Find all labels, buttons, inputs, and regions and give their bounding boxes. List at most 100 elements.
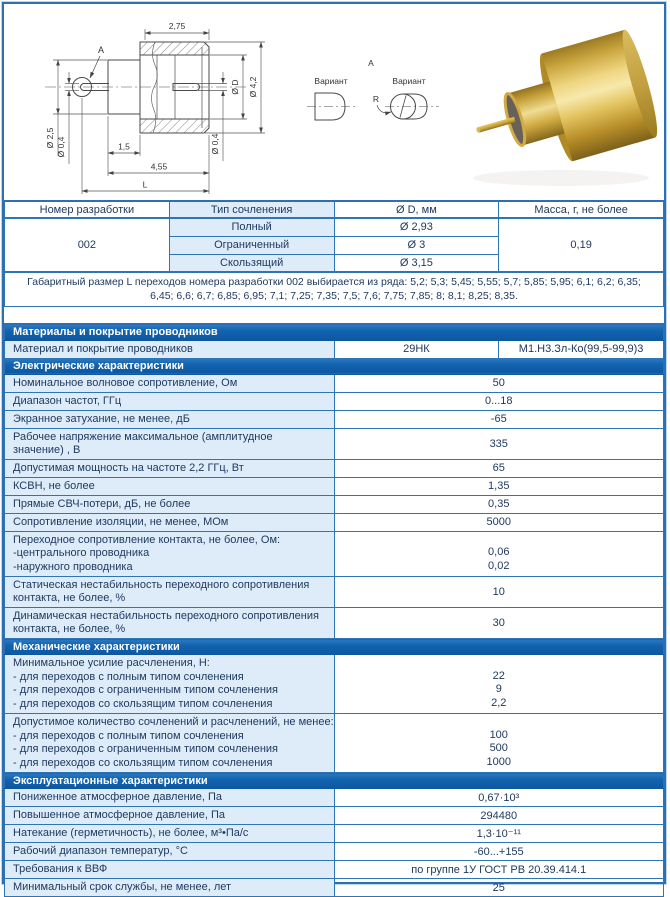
table-note-row: Габаритный размер L переходов номера раз…	[4, 271, 664, 307]
section-title: Материалы и покрытие проводников	[4, 323, 664, 341]
spec-value-cell: 29НК	[333, 339, 500, 359]
spec-line: 0,02	[488, 559, 510, 572]
spec-line: - для переходов с ограниченным типом соч…	[13, 684, 278, 696]
spec-value-cell: 1,3·10⁻¹¹	[333, 824, 664, 843]
main-section-view: A	[45, 41, 247, 134]
spec-label-cell: Материал и покрытие проводников	[4, 339, 335, 359]
spec-line: 100	[489, 728, 508, 741]
spec-label-cell: Переходное сопротивление контакта, не бо…	[4, 530, 335, 577]
spec-row: Минимальное усилие расчленения, Н: - для …	[4, 654, 664, 714]
spec-row: КСВН, не более 1,35	[4, 476, 664, 496]
spec-value-cell: 5000	[333, 512, 664, 532]
spec-line: Переходное сопротивление контакта, не бо…	[13, 533, 281, 546]
spec-section-row: Эксплуатационные характеристики	[4, 772, 664, 789]
dev-number-cell: 002	[4, 217, 170, 273]
spec-section-row: Электрические характеристики	[4, 357, 664, 375]
spec-table-body: Материалы и покрытие проводников Материал…	[4, 323, 664, 897]
spec-label-cell: Повышенное атмосферное давление, Па	[4, 806, 335, 825]
length-series-note: Габаритный размер L переходов номера раз…	[4, 271, 664, 307]
spec-value-cell: 1,35	[333, 476, 664, 496]
spec-row: Динамическая нестабильность переходного …	[4, 607, 664, 639]
spec-label-cell: Рабочее напряжение максимальное (амплиту…	[4, 427, 335, 460]
spec-value-cell: 0...18	[333, 391, 664, 411]
spec-row: Рабочее напряжение максимальное (амплиту…	[4, 427, 664, 460]
spec-label-cell: Пониженное атмосферное давление, Па	[4, 788, 335, 807]
technical-drawing: A 2,75	[45, 21, 658, 194]
spec-row: Требования к ВВФ по группе 1У ГОСТ РВ 20.…	[4, 860, 664, 879]
spec-value-cell: 22 9 2,2	[333, 654, 664, 714]
spec-line: 0,06	[488, 546, 510, 558]
spec-line: - для переходов со скользящим типом сочл…	[13, 756, 273, 769]
spec-row: Допустимая мощность на частоте 2,2 ГГц, …	[4, 458, 664, 478]
spec-line	[341, 715, 658, 729]
spec-table: Материалы и покрытие проводников Материал…	[4, 323, 664, 897]
table-row: Скользящий Ø 3,15	[5, 253, 664, 273]
dim-pin-diameter-left: Ø 0,4	[56, 136, 66, 157]
dimensions: 2,75 Ø D Ø 4,2 Ø 2,5 Ø 0,4	[45, 21, 265, 194]
spec-label-cell: Допустимое количество сочленений и расчл…	[4, 713, 335, 773]
spec-label-cell: Рабочий диапазон температур, °С	[4, 842, 335, 861]
dim-outer-diameter: Ø 4,2	[248, 76, 258, 97]
spec-line: -наружного проводника	[13, 560, 133, 573]
spec-line	[341, 656, 658, 670]
spec-line	[341, 533, 658, 547]
mass-cell: 0,19	[498, 217, 664, 273]
view-a-title: A	[368, 58, 374, 68]
spec-value-cell: по группе 1У ГОСТ РВ 20.39.414.1	[333, 860, 664, 879]
spec-row: Повышенное атмосферное давление, Па 29448…	[4, 806, 664, 825]
spec-label-cell: Допустимая мощность на частоте 2,2 ГГц, …	[4, 458, 335, 478]
spec-value-cell: 0,06 0,02	[333, 530, 664, 577]
dim-front-width: 2,75	[169, 21, 186, 31]
spec-row: Сопротивление изоляции, не менее, МОм 500…	[4, 512, 664, 532]
variant-1-label: Вариант	[314, 76, 347, 86]
spec-value-cell: 100 500 1000	[333, 713, 664, 773]
spec-row: Переходное сопротивление контакта, не бо…	[4, 530, 664, 577]
variant-2-label: Вариант	[392, 76, 425, 86]
spec-row: Материал и покрытие проводников 29НК М1.Н3…	[4, 339, 664, 359]
spec-label-cell: КСВН, не более	[4, 476, 335, 496]
spec-row: Номинальное волновое сопротивление, Ом 50	[4, 373, 664, 393]
spec-value-cell: 335	[333, 427, 664, 460]
diameter-cell: Ø 3,15	[333, 253, 500, 273]
diameter-cell: Ø 3	[333, 235, 500, 255]
spec-row: Натекание (герметичность), не более, м³•…	[4, 824, 664, 843]
spec-row: Прямые СВЧ-потери, дБ, не более 0,35	[4, 494, 664, 514]
product-photo	[473, 29, 658, 186]
dim-total-length: L	[143, 180, 148, 190]
spec-value-cell: 0,35	[333, 494, 664, 514]
spec-section-row: Материалы и покрытие проводников	[4, 323, 664, 341]
spec-row: Пониженное атмосферное давление, Па 0,67·…	[4, 788, 664, 807]
spec-line: Допустимое количество сочленений и расчл…	[13, 716, 334, 728]
view-a-callout: A	[98, 45, 104, 55]
section-title: Механические характеристики	[4, 638, 664, 655]
spec-label-cell: Минимальное усилие расчленения, Н: - для …	[4, 654, 335, 714]
spec-line: 9	[495, 683, 502, 695]
spec-row: Статическая нестабильность переходного с…	[4, 576, 664, 608]
spec-label-cell: Статическая нестабильность переходного с…	[4, 576, 335, 608]
spec-row: Диапазон частот, ГГц 0...18	[4, 391, 664, 411]
section-title: Электрические характеристики	[4, 357, 664, 375]
dimensions-table: Номер разработки Тип сочленения Ø D, мм …	[4, 200, 664, 307]
dimensions-table-header: Номер разработки Тип сочленения Ø D, мм …	[4, 200, 664, 219]
spec-line: - для переходов с полным типом сочленени…	[13, 670, 244, 683]
radius-label: R	[373, 94, 379, 104]
spec-value-cell: 294480	[333, 806, 664, 825]
spec-line: 2,2	[491, 696, 507, 709]
spec-value-cell: -60...+155	[333, 842, 664, 861]
spec-line: - для переходов с ограниченным типом соч…	[13, 743, 278, 755]
col-header-diameter: Ø D, мм	[333, 200, 500, 219]
spec-label-cell: Требования к ВВФ	[4, 860, 335, 879]
col-header-mass: Масса, г, не более	[498, 200, 664, 219]
spec-line: 500	[489, 742, 508, 754]
mating-type-cell: Полный	[168, 217, 335, 237]
spec-line: - для переходов с полным типом сочленени…	[13, 729, 244, 742]
spec-line: - для переходов со скользящим типом сочл…	[13, 697, 273, 710]
spec-value-cell: 0,67·10³	[333, 788, 664, 807]
spec-value-cell: 50	[333, 373, 664, 393]
section-title: Эксплуатационные характеристики	[4, 772, 664, 789]
table-row: 002 Полный Ø 2,93 0,19	[4, 217, 664, 273]
spec-label-cell: Динамическая нестабильность переходного …	[4, 607, 335, 639]
dim-bore-diameter: Ø D	[230, 79, 240, 94]
